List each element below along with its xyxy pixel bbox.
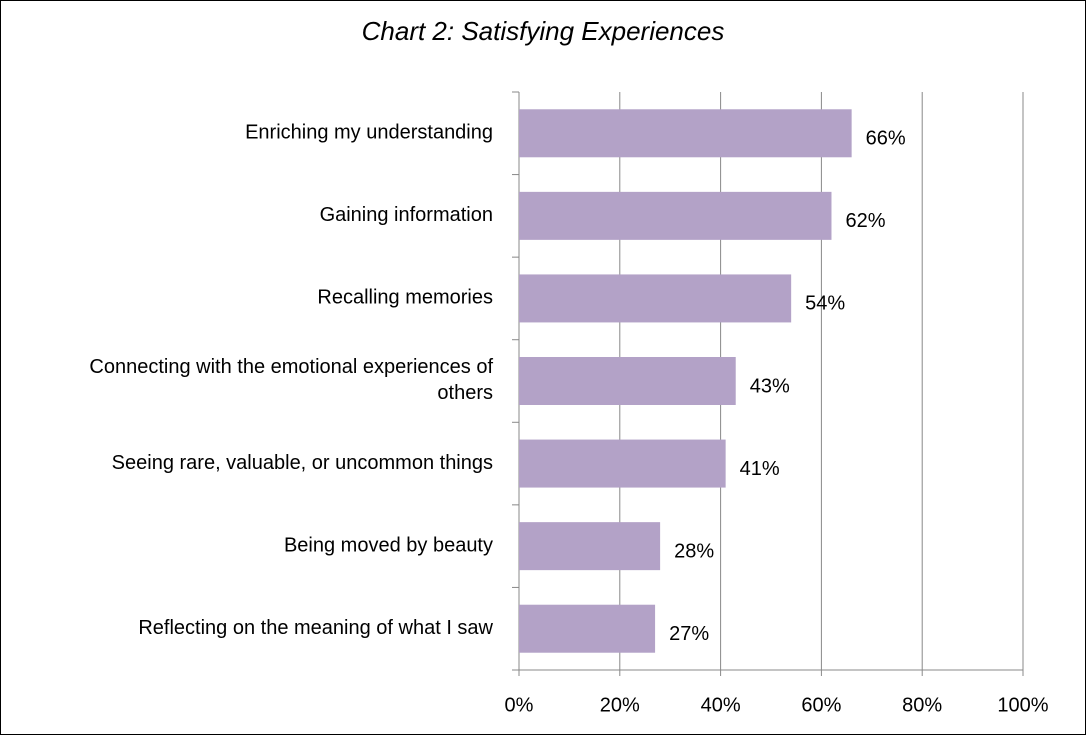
data-label: 62% bbox=[845, 210, 885, 232]
y-tick-label: Being moved by beauty bbox=[284, 534, 493, 556]
x-tick-label: 60% bbox=[801, 694, 841, 716]
data-label: 27% bbox=[669, 623, 709, 645]
x-tick-label: 80% bbox=[902, 694, 942, 716]
bar bbox=[519, 439, 726, 488]
data-label: 43% bbox=[750, 375, 790, 397]
y-tick-label: Connecting with the emotional experience… bbox=[89, 356, 493, 404]
y-tick-label: Gaining information bbox=[320, 204, 493, 226]
data-label: 66% bbox=[866, 128, 906, 150]
bar bbox=[519, 522, 661, 571]
x-tick-label: 20% bbox=[600, 694, 640, 716]
data-label: 28% bbox=[674, 540, 714, 562]
bar bbox=[519, 357, 736, 405]
chart-title: Chart 2: Satisfying Experiences bbox=[362, 16, 725, 46]
bar bbox=[519, 604, 656, 653]
y-tick-label: Recalling memories bbox=[317, 287, 493, 309]
y-tick-label: Seeing rare, valuable, or uncommon thing… bbox=[112, 452, 493, 474]
bar bbox=[519, 109, 852, 158]
x-tick-label: 0% bbox=[505, 694, 534, 716]
data-label: 54% bbox=[805, 293, 845, 315]
bar bbox=[519, 274, 792, 323]
y-tick-label: Enriching my understanding bbox=[245, 122, 493, 144]
x-tick-label: 40% bbox=[701, 694, 741, 716]
x-tick-label: 100% bbox=[997, 694, 1048, 716]
data-label: 41% bbox=[740, 458, 780, 480]
y-tick-label: Reflecting on the meaning of what I saw bbox=[138, 617, 493, 639]
bar bbox=[519, 191, 832, 240]
